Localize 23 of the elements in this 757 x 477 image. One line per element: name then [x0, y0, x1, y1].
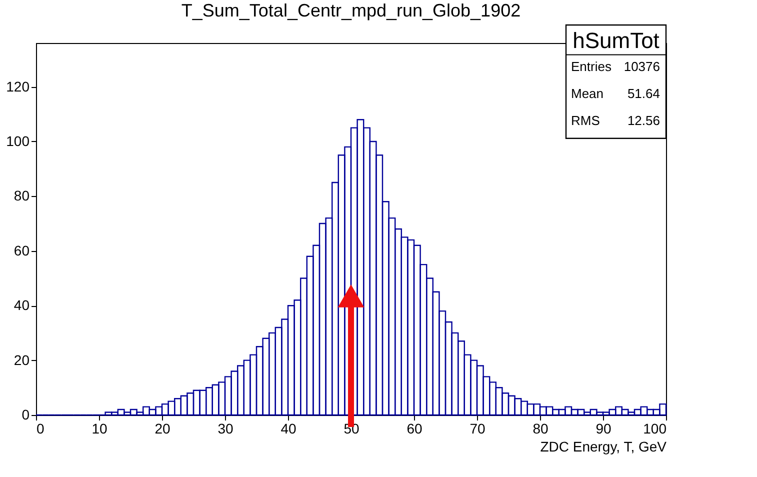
- y-tick-label: 40: [14, 297, 30, 314]
- y-tick-label: 120: [6, 78, 30, 94]
- x-tick-label: 40: [280, 420, 296, 436]
- x-tick-label: 100: [643, 420, 667, 436]
- annotation: hSumTot: [572, 28, 660, 54]
- x-tick-label: 90: [596, 420, 612, 436]
- x-tick-label: 60: [406, 420, 422, 436]
- x-tick-label: 0: [36, 420, 44, 436]
- y-tick-label: 60: [14, 242, 30, 258]
- chart-title: T_Sum_Total_Centr_mpd_run_Glob_1902: [181, 0, 521, 20]
- x-tick-label: 80: [532, 420, 548, 436]
- text: RMS 12.56: [571, 112, 660, 128]
- y-tick-label: 80: [14, 188, 30, 204]
- y-tick-label: 100: [6, 132, 30, 149]
- text: Mean 51.64: [571, 86, 660, 101]
- x-tick-label: 10: [92, 420, 108, 436]
- y-tick-label: 20: [14, 352, 30, 368]
- x-tick-label: 20: [154, 420, 170, 436]
- text: Entries 10376: [571, 58, 660, 74]
- x-axis-title: ZDC Energy, T, GeV: [540, 438, 668, 454]
- y-tick-label: 0: [22, 406, 30, 422]
- x-tick-label: 70: [470, 420, 486, 436]
- x-tick-label: 30: [218, 420, 234, 436]
